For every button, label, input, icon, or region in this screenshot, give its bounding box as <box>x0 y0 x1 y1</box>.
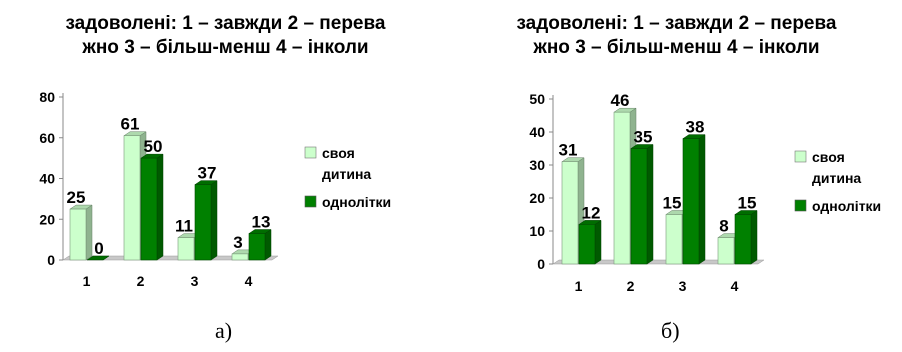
y-tick-label: 30 <box>529 157 545 173</box>
bar-side <box>210 180 218 261</box>
y-tick-label: 10 <box>529 223 545 239</box>
chart-title-line-1: задоволені: 1 – завжди 2 – перева <box>65 13 386 34</box>
bar-top <box>86 255 110 261</box>
x-tick-label: 3 <box>191 273 199 289</box>
bar <box>140 157 158 261</box>
legend-label: однолітки <box>322 194 391 210</box>
bar <box>717 237 735 265</box>
bar-side <box>698 134 706 265</box>
data-label: 8 <box>719 217 728 236</box>
legend-swatch <box>794 199 807 212</box>
bar <box>177 237 195 261</box>
chart-panel-b: задоволені: 1 – завжди 2 – перева жно 3 … <box>451 0 902 352</box>
legend-swatch <box>304 146 317 159</box>
chart-title: задоволені: 1 – завжди 2 – перева жно 3 … <box>0 12 451 60</box>
x-tick-label: 4 <box>731 278 739 294</box>
bar <box>682 138 700 265</box>
bar-side <box>156 153 164 261</box>
chart-caption-b: б) <box>661 318 680 343</box>
data-label: 12 <box>582 203 601 222</box>
y-tick-label: 20 <box>39 211 55 227</box>
chart-caption-a: а) <box>215 318 233 343</box>
y-tick-label: 0 <box>47 252 55 268</box>
legend-label: однолітки <box>812 198 881 214</box>
chart-panel-a: задоволені: 1 – завжди 2 – перева жно 3 … <box>0 12 451 343</box>
legend-swatch <box>304 195 317 208</box>
y-tick-label: 50 <box>529 91 545 107</box>
chart-title-line-2: жно 3 – більш-менш 4 – інколи <box>82 37 369 58</box>
bar <box>231 253 249 261</box>
x-tick-label: 2 <box>137 273 145 289</box>
bar <box>734 214 752 265</box>
data-label: 11 <box>175 217 193 236</box>
bar-side <box>85 204 93 261</box>
legend-label: дитина <box>322 166 371 182</box>
data-label: 0 <box>94 239 103 258</box>
x-tick-label: 1 <box>83 273 91 289</box>
bar <box>665 214 683 265</box>
x-tick-label: 2 <box>627 278 635 294</box>
bar-side <box>594 219 602 265</box>
y-tick-label: 40 <box>39 171 55 187</box>
bar <box>630 148 648 265</box>
legend-label: дитина <box>812 170 861 186</box>
data-label: 35 <box>634 128 653 147</box>
bar-chart-a: 020406080250161502113733134своядитинаодн… <box>39 89 391 289</box>
y-tick-label: 40 <box>529 124 545 140</box>
bar <box>248 233 266 261</box>
data-label: 15 <box>663 194 682 213</box>
data-label: 50 <box>144 137 163 156</box>
bar <box>123 135 141 261</box>
data-label: 61 <box>121 115 140 134</box>
chart-title-line-1: задоволені: 1 – завжди 2 – перева <box>516 13 837 34</box>
bar <box>578 224 596 265</box>
x-tick-label: 1 <box>575 278 583 294</box>
y-tick-label: 60 <box>39 130 55 146</box>
bar-side <box>750 210 758 265</box>
chart-title-line-2: жно 3 – більш-менш 4 – інколи <box>533 37 820 58</box>
data-label: 31 <box>559 141 578 160</box>
legend-swatch <box>794 150 807 163</box>
x-tick-label: 4 <box>245 273 253 289</box>
bar-side <box>264 229 272 261</box>
x-tick-label: 3 <box>679 278 687 294</box>
data-label: 13 <box>252 213 271 232</box>
legend-label: своя <box>812 149 845 165</box>
data-label: 46 <box>611 91 630 110</box>
data-label: 3 <box>233 233 242 252</box>
data-label: 25 <box>67 188 86 207</box>
bar <box>561 161 579 265</box>
data-label: 38 <box>686 118 705 137</box>
data-label: 15 <box>738 194 757 213</box>
legend-label: своя <box>322 145 355 161</box>
y-tick-label: 0 <box>537 256 545 272</box>
bar <box>194 184 212 261</box>
y-tick-label: 20 <box>529 190 545 206</box>
y-tick-label: 80 <box>39 89 55 105</box>
bar <box>613 111 631 265</box>
bar-chart-b: 010203040503112146352153838154своядитина… <box>529 91 881 294</box>
data-label: 37 <box>198 164 217 183</box>
chart-title: задоволені: 1 – завжди 2 – перева жно 3 … <box>451 12 902 60</box>
bar-side <box>646 144 654 265</box>
bar <box>69 208 87 261</box>
